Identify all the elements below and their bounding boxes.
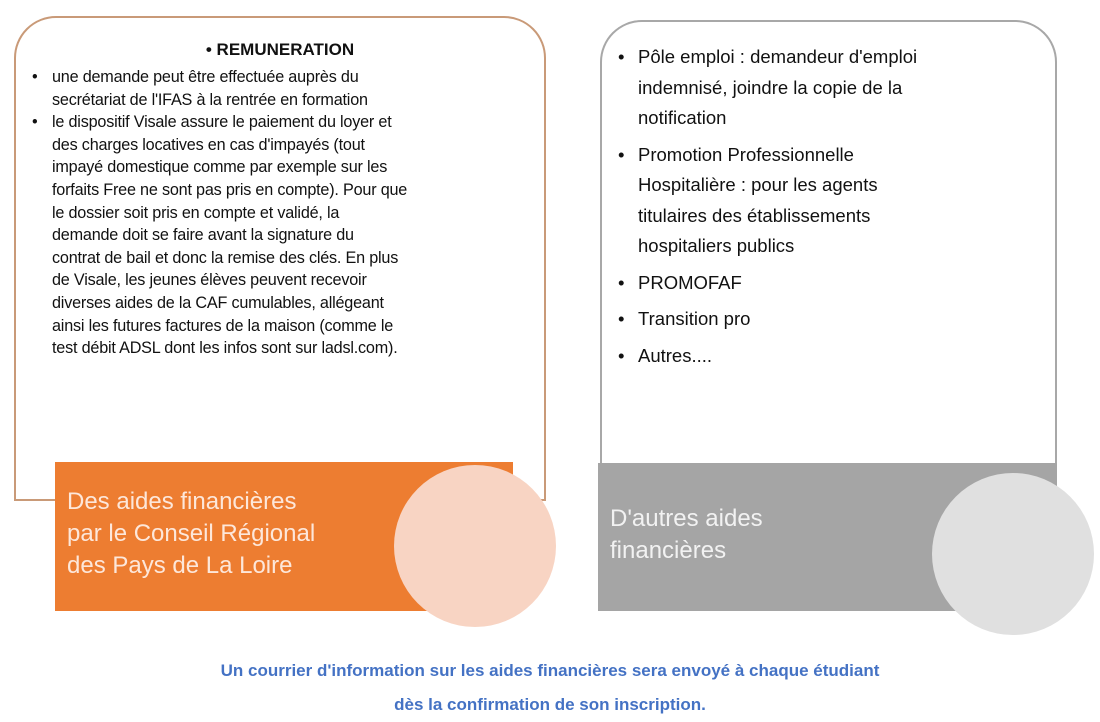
list-item-line: Transition pro — [638, 308, 751, 329]
list-item-line: notification — [638, 107, 727, 128]
list-item: • Promotion Professionnelle Hospitalière :… — [618, 140, 917, 262]
list-item: • le dispositif Visale assure le paiement… — [32, 111, 407, 360]
remuneration-card: • REMUNERATION • une demande peut être ef… — [14, 16, 546, 501]
list-item-line: contrat de bail et donc la remise des cl… — [52, 248, 399, 267]
decorative-circle-gray — [932, 473, 1094, 635]
label-line: D'autres aides — [610, 505, 763, 532]
bullet-icon: • — [618, 344, 625, 366]
list-item-line: une demande peut être effectuée auprès d… — [52, 68, 359, 86]
list-item: • Autres.... — [618, 341, 917, 372]
bullet-icon: • — [618, 143, 625, 165]
list-item-line: PROMOFAF — [638, 271, 742, 293]
footer-line: Un courrier d'information sur les aides … — [220, 661, 880, 680]
list-item-line: Autres.... — [638, 344, 713, 366]
list-item-line: des charges locatives en cas d'impayés (… — [52, 135, 365, 154]
label-line: Des aides financières — [67, 488, 297, 515]
list-item: • Pôle emploi : demandeur d'emploi indemni… — [618, 42, 917, 134]
list-item-line: Hospitalière : pour les agents — [638, 174, 878, 195]
list-item-line: hospitaliers publics — [638, 235, 795, 256]
list-item-line: ainsi les futures factures de la maison … — [52, 316, 394, 335]
list-item-line: test débit ADSL dont les infos sont sur … — [52, 339, 398, 358]
list-item-line: titulaires des établissements — [638, 204, 871, 226]
card-title: • REMUNERATION — [205, 40, 355, 59]
footer-line: dès la confirmation de son inscription. — [394, 695, 706, 714]
list-item-line: diverses aides de la CAF cumulables, all… — [52, 293, 384, 312]
list-item-line: demande doit se faire avant la signature… — [52, 226, 354, 245]
decorative-circle-orange — [394, 465, 556, 627]
other-aid-card: • Pôle emploi : demandeur d'emploi indemni… — [600, 20, 1057, 466]
list-item-line: indemnisé, joindre la copie de la — [638, 76, 903, 98]
list-item: • une demande peut être effectuée auprès … — [32, 66, 407, 111]
list-item-line: Pôle emploi : demandeur d'emploi — [638, 46, 918, 67]
list-item-line: le dispositif Visale assure le paiement … — [52, 113, 392, 132]
list-item-line: Promotion Professionnelle — [638, 143, 854, 165]
bullet-icon: • — [32, 113, 38, 132]
other-aid-list: • Pôle emploi : demandeur d'emploi indemni… — [618, 42, 917, 377]
bullet-icon: • — [618, 46, 625, 67]
bullet-icon: • — [618, 271, 625, 293]
label-line: financières — [610, 537, 727, 564]
list-item-line: impayé domestique comme par exemple sur … — [52, 158, 388, 177]
list-item-line: forfaits Free ne sont pas pris en compte… — [52, 180, 408, 199]
list-item-line: le dossier soit pris en compte et validé… — [52, 203, 340, 222]
list-item: • Transition pro — [618, 304, 917, 335]
label-line: des Pays de La Loire — [67, 552, 293, 579]
bullet-icon: • — [618, 308, 625, 329]
footer-note: Un courrier d'information sur les aides … — [0, 654, 1100, 722]
list-item: • PROMOFAF — [618, 268, 917, 299]
list-item-line: de Visale, les jeunes élèves peuvent rec… — [52, 271, 367, 290]
remuneration-list: • une demande peut être effectuée auprès … — [32, 66, 407, 360]
label-line: par le Conseil Régional — [67, 520, 316, 547]
bullet-icon: • — [32, 68, 38, 86]
list-item-line: secrétariat de l'IFAS à la rentrée en fo… — [52, 90, 368, 109]
